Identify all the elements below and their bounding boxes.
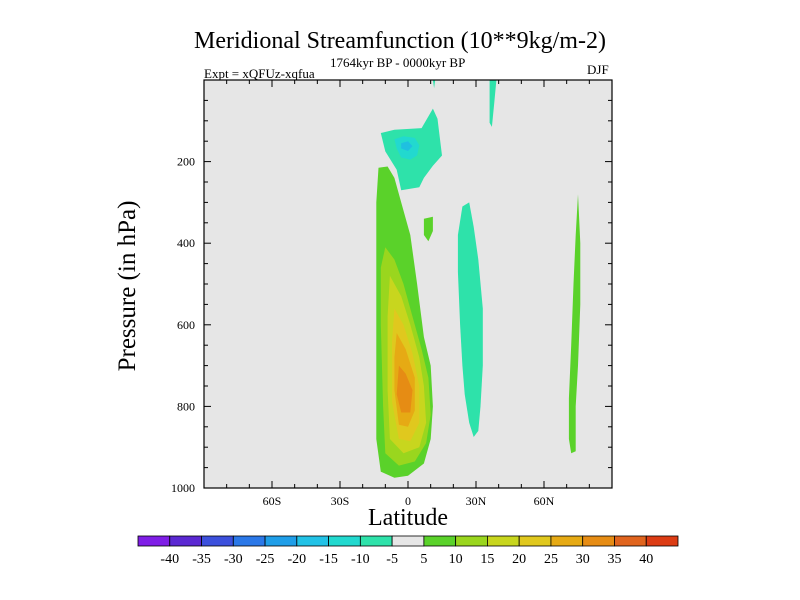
- colorbar-label: 15: [480, 552, 494, 567]
- season-label: DJF: [587, 62, 609, 77]
- x-tick-label: 60S: [263, 494, 282, 508]
- colorbar-label: 30: [576, 552, 590, 567]
- colorbar-label: 5: [420, 552, 427, 567]
- colorbar-swatch: [232, 535, 266, 547]
- contour-region-8: [401, 141, 413, 151]
- colorbar-label: 20: [512, 552, 526, 567]
- colorbar-swatch: [296, 535, 329, 547]
- contour-region-5: [396, 365, 413, 413]
- colorbar-swatch: [423, 535, 457, 547]
- colorbar-swatch: [137, 535, 171, 547]
- contour-region-11: [423, 216, 433, 242]
- colorbar-swatch: [169, 535, 202, 547]
- chart-title: Meridional Streamfunction (10**9kg/m-2): [194, 28, 606, 54]
- colorbar-label: -30: [224, 552, 243, 567]
- contour-region-13: [568, 194, 581, 454]
- colorbar-label: 35: [607, 552, 621, 567]
- colorbar-swatch: [614, 535, 647, 547]
- colorbar-swatch: [487, 535, 520, 547]
- colorbar-swatch: [264, 535, 298, 547]
- contour-region-9: [432, 80, 436, 89]
- colorbar-swatch: [201, 535, 234, 547]
- axes: 60S 30S 0 30N 60N 200 400 600 800 1000: [171, 79, 613, 508]
- y-tick-label: 200: [177, 155, 195, 169]
- colorbar-swatch: [359, 535, 393, 547]
- colorbar-label: 40: [639, 552, 653, 567]
- colorbar: -40 -35 -30 -25 -20 -15 -10 -5 5 10 15 20 25 30 35 40: [137, 535, 679, 567]
- colorbar-swatch: [582, 535, 615, 547]
- colorbar-label: -15: [319, 552, 338, 567]
- colorbar-swatch: [550, 535, 584, 547]
- x-tick-label: 60N: [534, 494, 555, 508]
- colorbar-label: 25: [544, 552, 558, 567]
- y-tick-label: 800: [177, 399, 195, 413]
- colorbar-label: -10: [351, 552, 370, 567]
- x-tick-label: 0: [405, 494, 411, 508]
- colorbar-swatch: [391, 535, 425, 547]
- y-tick-label: 400: [177, 236, 195, 250]
- experiment-label: Expt = xQFUz-xqfua: [204, 66, 315, 81]
- x-tick-label: 30N: [466, 494, 487, 508]
- colorbar-swatch: [518, 535, 552, 547]
- contour-regions: [376, 80, 581, 478]
- period-label: 1764kyr BP - 0000kyr BP: [330, 55, 466, 70]
- colorbar-swatch: [455, 535, 488, 547]
- contour-region-12: [457, 202, 483, 437]
- colorbar-label: 10: [449, 552, 463, 567]
- contour-region-10: [489, 80, 497, 127]
- colorbar-label: -25: [256, 552, 275, 567]
- x-axis-label: Latitude: [368, 505, 448, 531]
- colorbar-label: -20: [287, 552, 306, 567]
- colorbar-swatch: [645, 535, 679, 547]
- colorbar-label: -5: [386, 552, 398, 567]
- colorbar-label: -40: [160, 552, 179, 567]
- y-tick-label: 600: [177, 318, 195, 332]
- y-axis-label: Pressure (in hPa): [114, 200, 141, 372]
- colorbar-swatch: [328, 535, 361, 547]
- x-tick-label: 30S: [331, 494, 350, 508]
- y-tick-label: 1000: [171, 481, 195, 495]
- colorbar-label: -35: [192, 552, 211, 567]
